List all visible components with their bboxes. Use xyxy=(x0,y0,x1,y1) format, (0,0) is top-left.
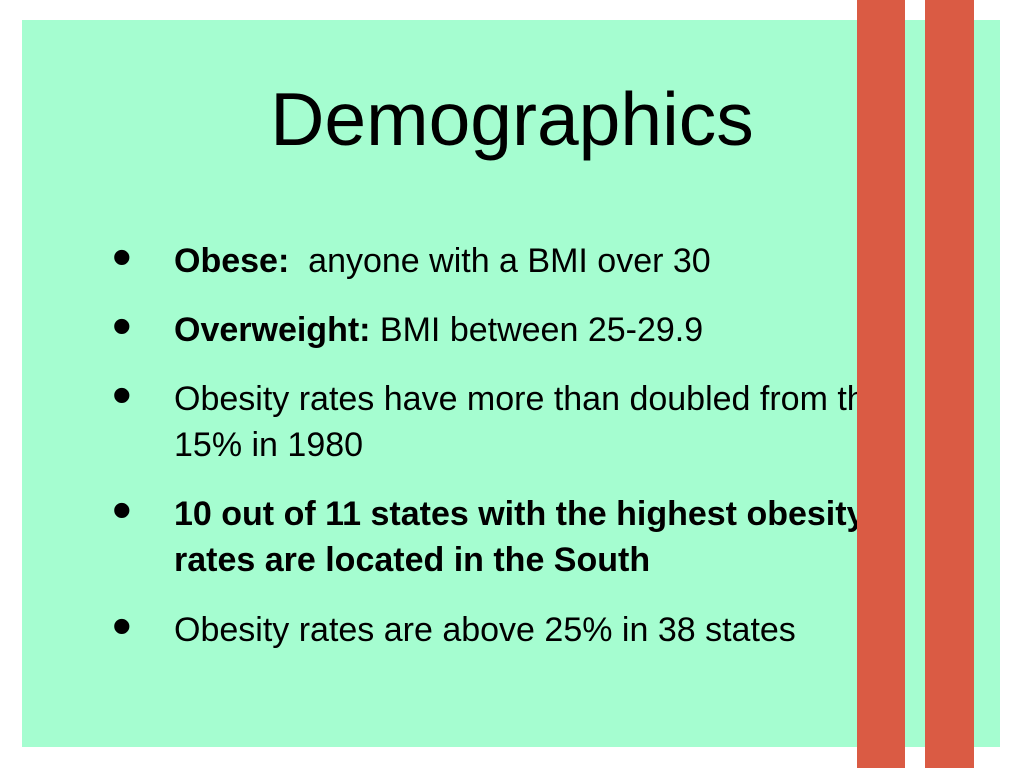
bullet-dot-icon: • xyxy=(112,294,132,357)
bullet-text: Obesity rates are above 25% in 38 states xyxy=(174,611,796,649)
bullet-term: Obese: xyxy=(174,242,290,280)
bullet-item-obese: • Obese: anyone with a BMI over 30 xyxy=(112,229,932,285)
green-panel xyxy=(22,20,1000,747)
bullet-text: Obesity rates have more than doubled fro… xyxy=(174,380,885,464)
bullet-dot-icon: • xyxy=(112,594,132,657)
bullet-item-obesity-rates-doubled: • Obesity rates have more than doubled f… xyxy=(112,367,932,468)
decorative-stripe-left xyxy=(857,0,905,768)
slide-title: Demographics xyxy=(0,75,1024,163)
slide-title-text: Demographics xyxy=(270,77,754,161)
bullet-text: BMI between 25-29.9 xyxy=(370,311,704,349)
bullet-dot-icon: • xyxy=(112,225,132,288)
bullet-text: anyone with a BMI over 30 xyxy=(289,242,711,280)
bullet-dot-icon: • xyxy=(112,478,132,541)
bullet-item-above-25-percent: • Obesity rates are above 25% in 38 stat… xyxy=(112,598,932,654)
bullet-dot-icon: • xyxy=(112,363,132,426)
bullet-item-states-south: • 10 out of 11 states with the highest o… xyxy=(112,482,932,583)
bullet-text: 10 out of 11 states with the highest obe… xyxy=(174,495,866,579)
decorative-stripe-right xyxy=(925,0,974,768)
bullet-item-overweight: • Overweight: BMI between 25-29.9 xyxy=(112,298,932,354)
bullet-term: Overweight: xyxy=(174,311,371,349)
